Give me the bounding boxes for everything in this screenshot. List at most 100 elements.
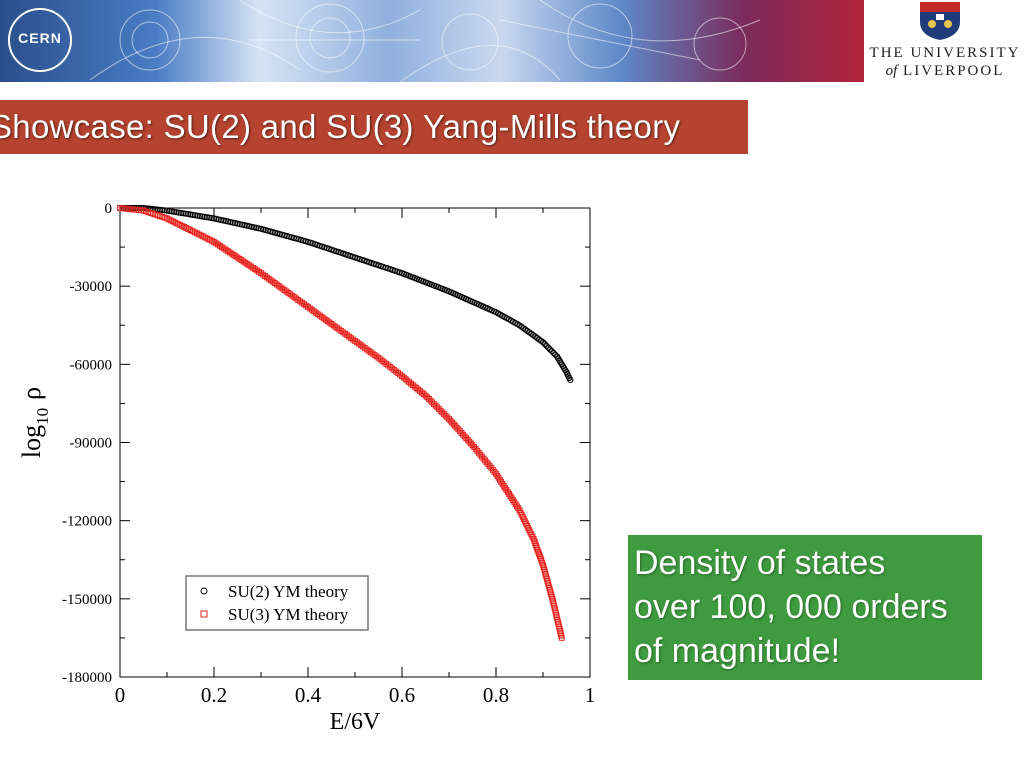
data-point [199,213,206,220]
x-tick-label: 1 [585,683,596,707]
data-point [546,346,554,353]
data-point [413,385,420,391]
x-tick-label: 0.6 [389,683,415,707]
university-logo: THE UNIVERSITY of LIVERPOOL [866,0,1024,82]
data-point [436,406,442,412]
data-point [293,295,300,302]
data-point [406,379,413,385]
data-point [426,396,432,402]
data-point [482,457,488,464]
university-liverpool: LIVERPOOL [903,63,1005,79]
x-tick-label: 0 [115,683,126,707]
data-point [455,426,462,433]
x-tick-label: 0.2 [201,683,227,707]
x-tick-label: 0.4 [295,683,322,707]
svg-text:log10ρ: log10 ρ [17,387,52,458]
data-point [468,440,474,447]
data-point [402,376,409,382]
data-point [539,339,547,346]
data-point [464,437,471,443]
legend-marker [200,587,208,595]
legend-box [185,575,369,631]
data-point [447,417,454,424]
callout-text: Density of states over 100, 000 orders o… [634,541,1024,673]
data-point [453,424,460,431]
y-tick-label: 0 [105,201,113,217]
data-point [420,391,427,397]
data-point [486,463,493,470]
data-point [419,389,425,396]
y-tick-label: -60000 [70,357,113,373]
data-point [408,380,414,387]
y-axis-label: log10 ρ [17,387,52,458]
y-tick-label: -90000 [70,436,113,452]
y-tick-label: -30000 [70,279,113,295]
y-tick-label: -120000 [62,514,112,530]
series-1 [116,204,574,384]
data-point [409,382,416,388]
data-point [429,399,436,406]
data-point [552,351,559,358]
data-point [441,411,447,417]
y-axis-label-symbol: ρ [17,387,46,400]
university-crest-icon [920,2,960,40]
data-point [543,342,550,349]
data-point [466,438,473,445]
callout-line-1: Density of states [634,544,886,582]
data-point [446,416,452,422]
data-point [415,386,422,393]
data-point [449,419,456,426]
data-point [461,433,468,440]
y-axis-label-sub: 10 [33,408,52,425]
x-tick-label: 0.8 [483,683,509,707]
data-point [567,376,574,384]
data-point [480,455,487,462]
data-point [437,407,444,414]
y-tick-label: -150000 [62,592,112,608]
data-point [545,344,552,351]
data-point [463,435,470,442]
legend-marker [200,610,208,618]
callout-box [628,535,982,680]
data-point [483,459,490,466]
data-point [424,394,431,401]
university-of: of [885,63,898,79]
callout-line-3: of magnitude! [634,632,841,670]
data-point [558,635,565,641]
data-point [387,364,394,370]
data-point [377,356,384,363]
callout-line-2: over 100, 000 orders [634,588,948,626]
data-point [439,409,446,416]
data-point [548,348,555,355]
density-of-states-chart: 0 0.2 0.4 0.6 0.8 10-30000-60000-90000-120000… [17,201,596,735]
data-point [417,388,424,394]
data-point [469,442,476,449]
data-point [471,444,478,450]
university-name-line2: of LIVERPOOL [866,63,1024,80]
data-point [422,392,429,399]
data-point [400,374,407,381]
university-name-line1: THE UNIVERSITY [869,45,1021,61]
legend: SU(2) YM theory SU(3) YM theory [185,575,369,631]
data-point [431,401,437,407]
header-banner: CERN [0,0,864,82]
data-point [450,421,457,428]
y-tick-label: -180000 [62,670,112,686]
data-point [488,465,495,471]
data-point [432,402,439,409]
title-bar [0,100,748,154]
data-point [434,404,441,411]
slide-title: Showcase: SU(2) and SU(3) Yang-Mills the… [0,108,681,145]
data-point [427,397,434,404]
data-point [404,377,411,384]
series-layer [116,204,574,641]
x-axis-label: E/6V [330,709,381,735]
data-point [395,370,402,376]
data-point [474,447,481,454]
cern-logo: CERN [8,8,72,72]
data-point [550,349,557,356]
particle-tracks-art [89,0,761,82]
data-point [411,383,418,390]
data-point [472,446,479,452]
y-axis-label-main: log [17,425,46,458]
